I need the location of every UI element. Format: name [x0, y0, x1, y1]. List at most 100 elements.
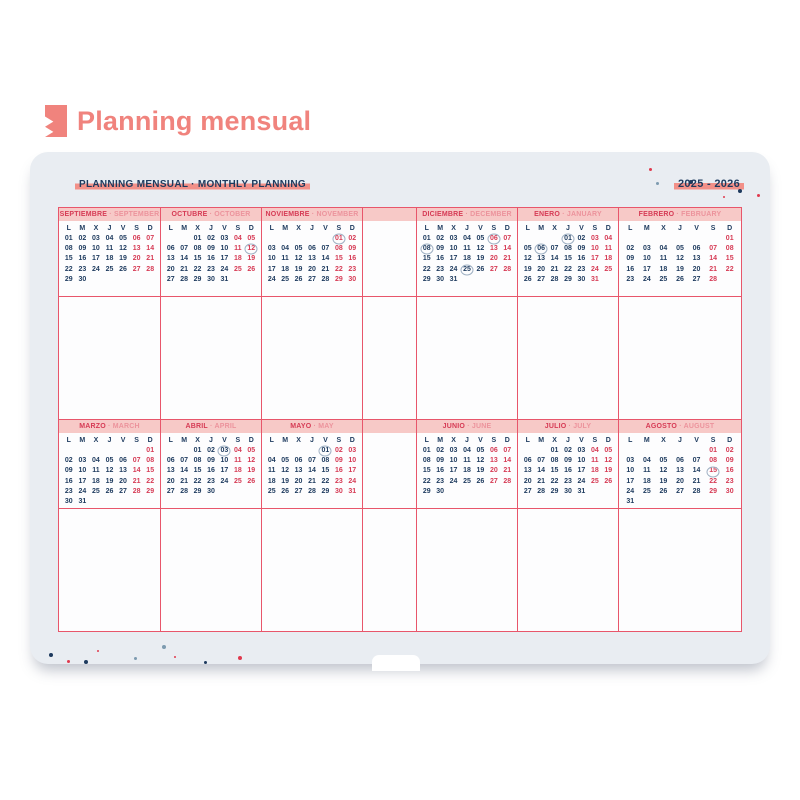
- day-cell: 07: [308, 457, 316, 465]
- day-cell: 28: [180, 487, 189, 495]
- writing-space: [262, 297, 363, 419]
- day-cell: 25: [105, 265, 114, 273]
- weekday-header: L: [525, 437, 530, 444]
- sheet-title: PLANNING MENSUAL · MONTHLY PLANNING: [75, 178, 310, 190]
- day-cell: 20: [676, 477, 684, 485]
- day-cell: 23: [78, 265, 87, 273]
- writing-space: [363, 509, 417, 631]
- day-cell: 31: [577, 487, 586, 495]
- day-cell: 15: [193, 467, 202, 475]
- day-cell: 16: [207, 255, 215, 263]
- page-spine-notch: [372, 655, 420, 671]
- spine-gap: [363, 433, 417, 509]
- day-cell: 14: [308, 467, 316, 475]
- day-cell: 30: [564, 487, 572, 495]
- weekday-header: V: [478, 225, 483, 232]
- day-cell: 25: [590, 477, 599, 485]
- day-cell: 09: [725, 457, 734, 465]
- blank-cell: [265, 446, 278, 456]
- blank-cell: [278, 446, 291, 456]
- day-cell: 04: [281, 245, 290, 253]
- day-cell: 23: [348, 265, 357, 273]
- weekday-header: L: [168, 437, 173, 444]
- blank-cell: [672, 234, 689, 244]
- weekday-header: S: [235, 225, 241, 232]
- blank-cell: [622, 234, 639, 244]
- day-cell: 31: [348, 487, 357, 495]
- day-cell: 06: [489, 447, 498, 454]
- day-cell: 22: [709, 477, 718, 485]
- weekday-header: J: [678, 437, 682, 444]
- weekday-header: D: [248, 225, 254, 232]
- day-cell: 18: [590, 467, 599, 475]
- day-cell: 08: [146, 457, 155, 465]
- day-cell: 16: [334, 467, 343, 475]
- day-cell: 05: [476, 447, 485, 454]
- day-cell: 18: [105, 255, 114, 263]
- weekday-header: S: [710, 225, 716, 232]
- month-name-es: ENERO: [534, 211, 561, 218]
- day-cell: 28: [308, 487, 316, 495]
- day-cell: 14: [180, 467, 189, 475]
- weekday-header: J: [465, 225, 469, 232]
- day-cell: 26: [294, 275, 303, 283]
- day-cell: 13: [523, 467, 532, 475]
- blank-cell: [319, 234, 332, 244]
- blank-cell: [705, 234, 722, 244]
- page-heading: Planning mensual: [45, 105, 311, 137]
- weekday-header: X: [552, 225, 557, 232]
- weekday-header: V: [579, 437, 584, 444]
- year-range: 2025 - 2026: [673, 178, 744, 190]
- day-cell: 22: [550, 477, 559, 485]
- day-cell: 20: [523, 477, 532, 485]
- blank-cell: [639, 446, 656, 456]
- month-name-es: JULIO: [544, 423, 567, 430]
- writing-space: [161, 509, 262, 631]
- month-header: NOVIEMBRE · NOVEMBER: [262, 208, 363, 221]
- day-cell: 21: [180, 265, 189, 273]
- weekday-header: V: [222, 437, 227, 444]
- weekday-header: M: [437, 437, 444, 444]
- day-cell: 11: [281, 255, 289, 263]
- day-cell: 17: [220, 467, 229, 475]
- weekday-header: L: [628, 225, 633, 232]
- day-cell: 19: [281, 477, 290, 485]
- day-cell: 21: [709, 265, 718, 273]
- day-cell: 02: [564, 447, 572, 454]
- day-cell: 14: [180, 255, 189, 263]
- day-cell: 22: [321, 477, 330, 485]
- day-cell: 24: [348, 477, 357, 485]
- day-cell: 02: [207, 447, 215, 454]
- day-cell: 10: [642, 255, 651, 263]
- blank-cell: [292, 234, 305, 244]
- day-cell: 17: [267, 265, 276, 273]
- day-cell: 22: [193, 265, 202, 273]
- day-cell: 08: [334, 245, 343, 253]
- day-cell: 23: [436, 265, 445, 273]
- writing-space: [59, 509, 161, 631]
- day-cell: 16: [725, 467, 734, 475]
- month-header: MARZO · MARCH: [59, 420, 161, 433]
- month-header: FEBRERO · FEBRUARY: [619, 208, 741, 221]
- weekday-header: S: [592, 225, 598, 232]
- day-cell: 10: [626, 467, 635, 475]
- day-cell: 01: [332, 234, 345, 244]
- calendar-bottom-row: MARZO · MARCH ABRIL · APRIL MAYO · MAY JUNI…: [59, 419, 741, 631]
- weekday-header: V: [120, 437, 126, 444]
- day-cell: 19: [523, 265, 532, 273]
- weekday-header: L: [525, 225, 530, 232]
- day-cell: 12: [476, 245, 485, 253]
- day-cell: 02: [64, 457, 73, 465]
- weekday-header: D: [504, 437, 510, 444]
- weekday-header: M: [538, 437, 545, 444]
- day-cell: 19: [676, 265, 684, 273]
- day-cell: 26: [105, 487, 114, 495]
- day-cell: 31: [78, 498, 87, 506]
- day-cell: 03: [267, 245, 276, 253]
- day-cell: 05: [281, 457, 290, 465]
- day-cell: 17: [590, 255, 599, 263]
- day-cell: 20: [166, 265, 175, 273]
- day-cell: 15: [321, 467, 330, 475]
- day-cell: 08: [709, 457, 718, 465]
- day-cell: 12: [676, 255, 684, 263]
